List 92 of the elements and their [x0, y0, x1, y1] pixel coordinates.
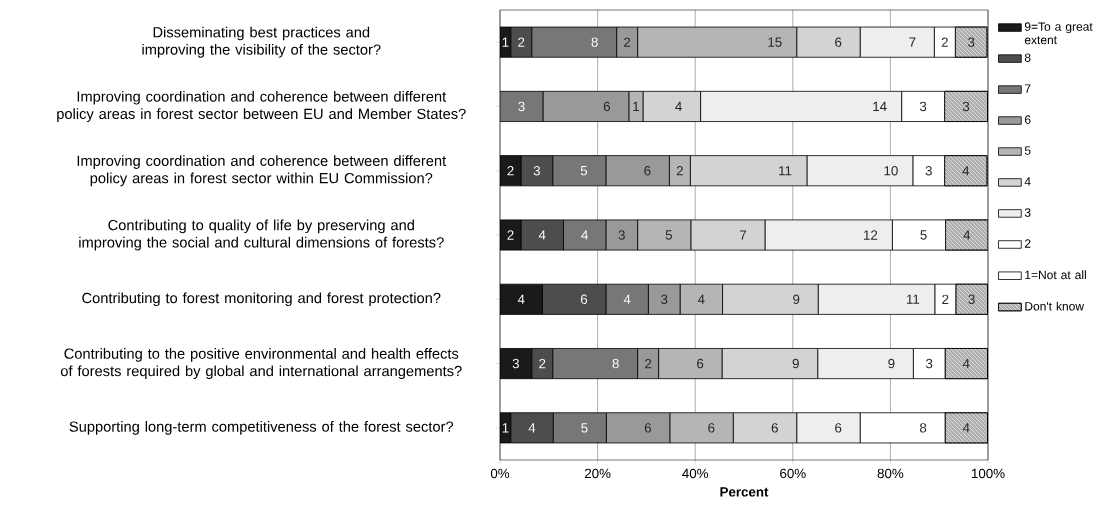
legend-label: 7 — [1024, 84, 1031, 93]
annotation: 9 — [792, 358, 799, 369]
annotation: 3 — [512, 358, 519, 369]
legend-label: 8 — [1024, 53, 1031, 62]
annotation: 6 — [644, 423, 651, 433]
legend-label: 2 — [1024, 239, 1031, 248]
x-axis-title: Percent — [720, 487, 769, 497]
annotation: 4 — [962, 166, 970, 176]
x-tick-label: 0% — [490, 468, 510, 479]
annotation: 8 — [919, 423, 927, 433]
annotation: 4 — [675, 101, 682, 112]
annotation: 3 — [618, 230, 625, 240]
y-tick-label: Contributing to quality of life by preserving and improving the social and cultural dimensions of forests? — [79, 219, 444, 251]
y-tick-label: Contributing to the positive environmental and health effects of forests required by global and international arrangements? — [60, 348, 462, 380]
annotation: 3 — [533, 166, 540, 176]
legend-label: 3 — [1024, 208, 1031, 217]
annotation: 1 — [633, 101, 639, 112]
annotation: 9 — [888, 358, 895, 369]
legend-label: 1=Not at all — [1025, 270, 1086, 280]
legend-label: Don't know — [1025, 301, 1085, 311]
annotation: 12 — [864, 230, 878, 240]
annotation: 5 — [665, 230, 673, 240]
annotation: 2 — [676, 166, 683, 176]
x-tick-label: 80% — [877, 468, 904, 479]
annotation: 2 — [624, 37, 631, 47]
x-tick-label: 20% — [584, 468, 611, 479]
annotation: 4 — [962, 358, 970, 369]
annotation: 2 — [518, 37, 525, 47]
legend-label: 6 — [1024, 115, 1031, 124]
legend-label: 5 — [1024, 146, 1031, 155]
bar — [605, 283, 649, 315]
annotation: 4 — [623, 294, 631, 304]
annotation: 3 — [925, 166, 932, 176]
annotation: 15 — [768, 37, 782, 47]
y-tick-label: Improving coordination and coherence between different policy areas in forest sector within EU Commission? — [77, 155, 447, 187]
annotation: 6 — [644, 166, 651, 176]
y-tick-label: Improving coordination and coherence between different policy areas in forest sector between EU and Member States? — [57, 90, 466, 122]
annotation: 5 — [580, 166, 588, 176]
annotation: 6 — [835, 423, 842, 433]
annotation: 4 — [528, 423, 536, 433]
annotation: 2 — [645, 358, 652, 369]
annotation: 3 — [968, 294, 975, 304]
bar — [552, 412, 607, 444]
annotation: 5 — [920, 230, 927, 240]
annotation: 6 — [580, 294, 588, 304]
annotation: 2 — [507, 230, 514, 240]
bar — [552, 348, 639, 380]
annotation: 6 — [697, 358, 704, 369]
annotation: 3 — [962, 101, 970, 112]
annotation: 3 — [967, 37, 975, 47]
annotation: 14 — [873, 101, 887, 112]
bar — [552, 155, 607, 187]
annotation: 3 — [919, 101, 927, 112]
annotation: 6 — [835, 37, 842, 47]
x-tick-label: 100% — [971, 468, 1005, 479]
legend-label: 9=To a great extent — [1024, 22, 1093, 45]
annotation: 3 — [518, 101, 525, 112]
annotation: 3 — [926, 358, 933, 369]
annotation: 5 — [581, 423, 588, 433]
annotation: 3 — [661, 294, 668, 304]
annotation: 4 — [962, 423, 970, 433]
annotation: 2 — [941, 37, 948, 47]
y-tick-label: Contributing to forest monitoring and forest protection? — [82, 292, 441, 307]
legend-label: 4 — [1024, 177, 1031, 186]
annotation: 4 — [963, 230, 971, 240]
x-tick-label: 60% — [780, 468, 806, 479]
annotation: 4 — [697, 294, 705, 304]
annotation: 7 — [740, 230, 747, 240]
annotation: 6 — [603, 101, 611, 112]
annotation: 8 — [591, 37, 598, 47]
y-tick-label: Supporting long-term competitiveness of the forest sector? — [69, 421, 454, 435]
annotation: 1 — [502, 423, 509, 433]
annotation: 10 — [884, 166, 898, 176]
bar — [500, 283, 543, 315]
annotation: 7 — [909, 37, 916, 47]
annotation: 4 — [517, 294, 525, 304]
x-tick-label: 40% — [682, 468, 709, 479]
annotation: 6 — [771, 423, 778, 433]
bar — [531, 26, 618, 58]
y-tick-label: Disseminating best practices and improving the visibility of the sector? — [142, 26, 381, 58]
annotation: 2 — [507, 166, 514, 176]
annotation: 2 — [942, 294, 949, 304]
annotation: 2 — [539, 358, 546, 369]
annotation: 4 — [581, 230, 588, 240]
annotation: 1 — [502, 37, 509, 47]
annotation: 9 — [793, 294, 800, 304]
annotation: 6 — [708, 423, 715, 433]
annotation: 4 — [538, 230, 546, 240]
annotation: 11 — [779, 166, 792, 176]
annotation: 8 — [612, 358, 619, 369]
bar — [500, 90, 544, 122]
annotation: 11 — [906, 294, 920, 304]
